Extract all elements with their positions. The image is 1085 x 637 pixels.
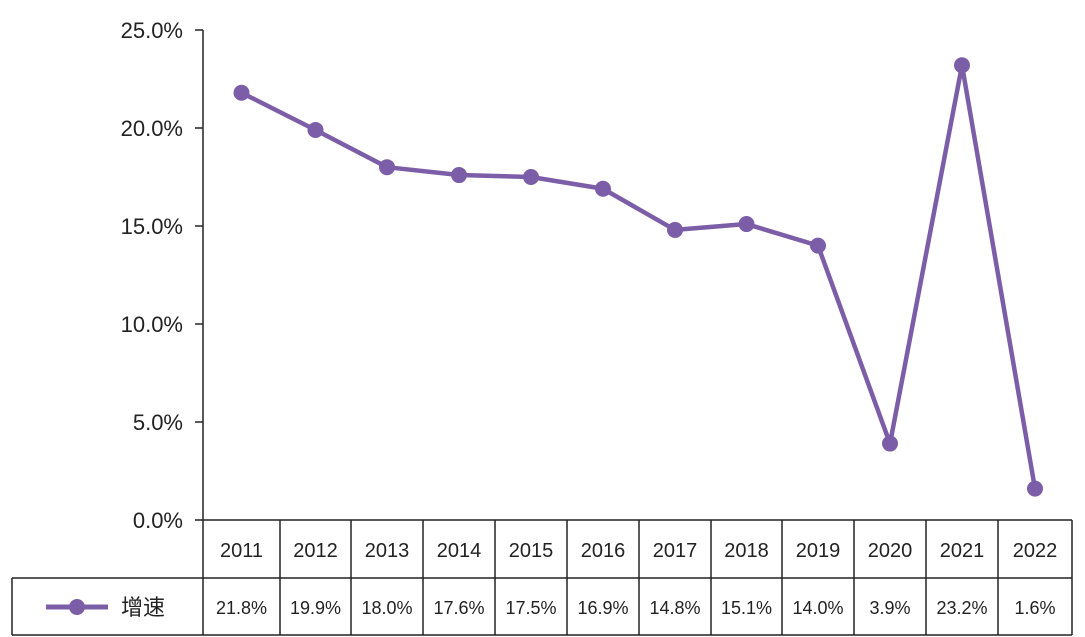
- data-point: [810, 237, 826, 254]
- data-label: 3.9%: [869, 598, 910, 618]
- x-tick-label: 2018: [724, 540, 769, 562]
- y-ticks: 0.0% 5.0% 10.0% 15.0% 20.0% 25.0%: [121, 18, 203, 533]
- y-tick-label: 10.0%: [121, 312, 183, 337]
- data-point: [882, 435, 898, 452]
- x-tick-label: 2021: [940, 540, 985, 562]
- legend-marker: [69, 599, 85, 615]
- data-label: 19.9%: [290, 598, 341, 618]
- plot-area: [233, 57, 1043, 497]
- data-label: 21.8%: [216, 598, 267, 618]
- data-table: 2011 21.8% 2012 19.9% 2013 18.0% 2014 17.6% 2015…: [11, 519, 1073, 636]
- x-tick-label: 2014: [437, 540, 482, 562]
- data-label: 16.9%: [577, 598, 628, 618]
- data-point: [523, 169, 539, 185]
- x-tick-label: 2020: [868, 540, 913, 562]
- x-tick-label: 2012: [293, 540, 338, 562]
- x-tick-label: 2015: [509, 540, 554, 562]
- y-tick-label: 20.0%: [121, 116, 183, 141]
- axes: 0.0% 5.0% 10.0% 15.0% 20.0% 25.0%: [121, 18, 204, 533]
- y-tick-label: 5.0%: [133, 410, 183, 435]
- data-label: 17.5%: [505, 598, 556, 618]
- data-label: 18.0%: [361, 598, 412, 618]
- series-line: [240, 63, 1038, 490]
- data-label: 23.2%: [936, 598, 987, 618]
- legend-label: 增速: [121, 596, 165, 621]
- x-tick-label: 2022: [1013, 540, 1058, 562]
- x-tick-label: 2011: [220, 540, 263, 562]
- data-point: [667, 221, 683, 238]
- data-point: [233, 84, 250, 101]
- data-point: [1027, 480, 1043, 497]
- data-label: 14.0%: [792, 598, 843, 618]
- data-label: 17.6%: [433, 598, 484, 618]
- x-tick-label: 2017: [653, 540, 698, 562]
- data-point: [595, 180, 611, 197]
- data-point: [954, 57, 970, 74]
- data-point: [451, 167, 467, 184]
- y-tick-label: 0.0%: [133, 508, 183, 533]
- y-tick-label: 15.0%: [121, 214, 183, 239]
- data-label: 14.8%: [649, 598, 700, 618]
- legend: 增速: [46, 596, 165, 621]
- data-point: [307, 121, 324, 138]
- data-label: 1.6%: [1014, 598, 1055, 618]
- data-point: [738, 216, 755, 233]
- x-tick-label: 2016: [581, 540, 626, 562]
- data-label: 15.1%: [721, 598, 772, 618]
- data-point: [379, 159, 395, 176]
- y-tick-label: 25.0%: [121, 18, 183, 43]
- x-tick-label: 2019: [796, 540, 841, 562]
- x-tick-label: 2013: [365, 540, 410, 562]
